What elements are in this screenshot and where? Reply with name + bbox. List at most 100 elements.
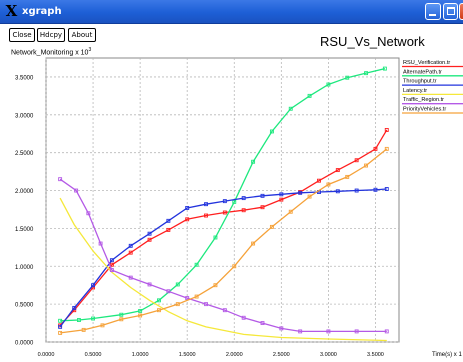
data-point <box>384 146 389 151</box>
data-point <box>222 308 227 313</box>
data-point <box>354 158 359 163</box>
close-button[interactable]: Close <box>9 28 35 42</box>
data-point <box>232 199 237 204</box>
minimize-button[interactable] <box>425 3 441 20</box>
data-point <box>241 315 246 320</box>
data-point <box>364 71 369 76</box>
y-tick-label: 1.0000 <box>15 265 34 271</box>
xgraph-app-icon: X <box>5 2 18 20</box>
data-point <box>241 208 246 213</box>
data-point <box>204 213 208 218</box>
data-point <box>298 329 303 334</box>
data-point <box>109 258 114 263</box>
data-point <box>345 174 350 179</box>
window-title: xgraph <box>22 6 62 17</box>
data-point <box>232 264 237 269</box>
data-point <box>109 262 114 267</box>
data-point <box>204 302 208 307</box>
legend-label: AlternatePath.tr <box>403 69 442 75</box>
y-axis-label-text: Network_Monitoring x 10 <box>11 49 89 57</box>
series-line-1 <box>59 129 388 326</box>
data-point <box>166 227 171 232</box>
data-point <box>279 326 284 331</box>
data-point <box>119 312 124 317</box>
data-point <box>157 308 161 313</box>
data-point <box>147 237 152 242</box>
data-point <box>72 305 77 310</box>
y-tick-label: 0.5000 <box>15 303 34 309</box>
legend-label: Latency.tr <box>403 88 427 94</box>
data-point <box>128 243 133 248</box>
data-point <box>251 241 256 246</box>
data-point <box>185 206 190 210</box>
series-line-6 <box>60 148 388 334</box>
data-point <box>222 210 227 215</box>
data-point <box>128 275 133 280</box>
data-point <box>251 159 256 164</box>
y-tick-label: 3.0000 <box>15 113 34 119</box>
x-axis-label: Time(s) x 1 <box>432 352 462 358</box>
series-line-5 <box>59 178 387 333</box>
data-point <box>91 283 96 288</box>
x-tick-label: 3.5000 <box>367 352 384 358</box>
data-point <box>58 330 63 335</box>
x-tick-label: 0.5000 <box>85 352 102 358</box>
data-point <box>138 313 143 318</box>
window-titlebar[interactable]: X xgraph <box>0 0 463 24</box>
data-point <box>384 329 389 334</box>
data-point <box>288 209 293 214</box>
data-point <box>194 262 199 267</box>
legend-label: Traffic_Region.tr <box>403 97 444 103</box>
data-point <box>222 199 227 204</box>
data-point <box>335 189 340 194</box>
close-window-button[interactable] <box>459 3 463 20</box>
x-tick-label: 3.0000 <box>320 352 337 358</box>
data-point <box>157 298 161 303</box>
data-point <box>175 282 180 287</box>
legend-label: RSU_Verification.tr <box>403 60 450 66</box>
y-axis-label: Network_Monitoring x 103 <box>11 44 91 56</box>
data-point <box>98 241 103 246</box>
plot-frame <box>45 57 400 343</box>
data-point <box>58 177 63 182</box>
data-point <box>100 323 105 328</box>
legend-label: Throughput.tr <box>403 79 437 85</box>
data-point <box>213 235 218 240</box>
data-point <box>260 205 265 210</box>
data-point <box>109 268 114 273</box>
hdcpy-button[interactable]: Hdcpy <box>37 28 65 42</box>
data-point <box>298 190 303 195</box>
data-point <box>354 188 359 193</box>
series-line-3 <box>59 188 387 328</box>
data-point <box>384 127 389 132</box>
data-point <box>81 327 86 332</box>
data-point <box>373 187 378 192</box>
y-tick-label: 0.0000 <box>15 341 34 347</box>
x-tick-label: 0.0000 <box>38 352 55 358</box>
data-point <box>269 224 274 229</box>
data-point <box>147 282 152 287</box>
data-point <box>354 329 359 334</box>
data-point <box>326 329 331 334</box>
y-tick-label: 1.5000 <box>15 227 34 233</box>
x-tick-label: 2.0000 <box>226 352 243 358</box>
y-tick-label: 2.5000 <box>15 151 34 157</box>
data-point <box>260 193 265 198</box>
maximize-button[interactable] <box>443 3 458 20</box>
data-point <box>175 302 180 307</box>
x-tick-label: 2.5000 <box>273 352 290 358</box>
data-point <box>260 321 265 326</box>
y-axis-label-exponent: 3 <box>88 47 92 53</box>
series-line-4 <box>59 197 387 342</box>
data-point <box>345 75 350 80</box>
data-point <box>307 93 312 98</box>
data-point <box>166 218 171 223</box>
data-point <box>119 317 124 322</box>
data-point <box>279 197 284 202</box>
x-tick-label: 1.0000 <box>132 352 149 358</box>
about-button[interactable]: About <box>68 28 96 42</box>
data-point <box>335 168 340 173</box>
x-tick-label: 1.5000 <box>179 352 196 358</box>
data-point <box>384 187 389 191</box>
